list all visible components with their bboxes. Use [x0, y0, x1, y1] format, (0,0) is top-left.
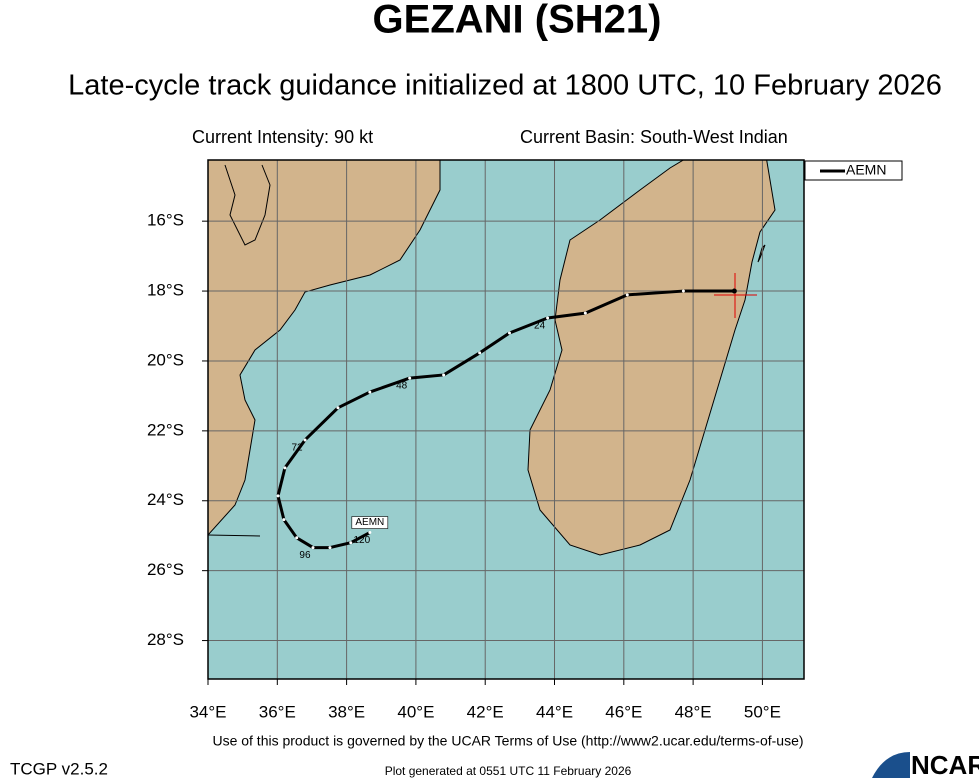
- track-point: [546, 316, 550, 320]
- x-tick-label: 50°E: [744, 702, 781, 721]
- crosshair: [714, 273, 757, 318]
- track-point: [442, 373, 446, 377]
- track-point: [349, 541, 353, 545]
- track-point: [731, 288, 737, 294]
- basin: Current Basin: South-West Indian: [520, 127, 788, 147]
- hour-label: 48: [396, 381, 408, 392]
- legend-label: AEMN: [846, 162, 886, 178]
- subtitle: Late-cycle track guidance initialized at…: [68, 70, 942, 102]
- hour-label: 120: [353, 535, 370, 546]
- map-frame: [207, 159, 805, 680]
- x-tick-label: 36°E: [259, 702, 296, 721]
- track-point: [276, 494, 280, 498]
- track-tag-box: [351, 516, 389, 529]
- track-point: [311, 546, 315, 550]
- y-tick-label: 26°S: [147, 560, 184, 579]
- generated: Plot generated at 0551 UTC 11 February 2…: [385, 764, 632, 778]
- track-point: [583, 311, 587, 315]
- track-point: [295, 536, 299, 540]
- track-point: [507, 331, 511, 335]
- legend-box: [804, 160, 903, 181]
- track-point: [478, 351, 482, 355]
- x-tick-label: 40°E: [397, 702, 434, 721]
- track-point: [282, 518, 286, 522]
- intensity: Current Intensity: 90 kt: [192, 127, 373, 147]
- logo-mark: [872, 752, 910, 778]
- logo: NCAR: [911, 750, 979, 780]
- track-point: [368, 531, 372, 535]
- track-point: [283, 466, 287, 470]
- y-tick-label: 18°S: [147, 281, 184, 300]
- track-line: [276, 289, 735, 550]
- hour-label: 24: [534, 321, 546, 332]
- track-point: [625, 293, 629, 297]
- x-tick-label: 38°E: [328, 702, 365, 721]
- track-point: [408, 376, 412, 380]
- track-tag: AEMN: [355, 517, 384, 528]
- y-tick-label: 16°S: [147, 211, 184, 230]
- version: TCGP v2.5.2: [10, 759, 108, 778]
- track-point: [336, 406, 340, 410]
- x-tick-label: 48°E: [675, 702, 712, 721]
- terms: Use of this product is governed by the U…: [212, 733, 803, 749]
- x-tick-label: 46°E: [605, 702, 642, 721]
- track-point: [681, 289, 685, 293]
- x-tick-label: 34°E: [189, 702, 226, 721]
- track-point: [328, 546, 332, 550]
- hour-label: 96: [299, 550, 311, 561]
- y-tick-label: 24°S: [147, 490, 184, 509]
- y-tick-label: 20°S: [147, 350, 184, 369]
- track-point: [303, 438, 307, 442]
- track-point: [368, 390, 372, 394]
- x-tick-label: 42°E: [467, 702, 504, 721]
- x-tick-label: 44°E: [536, 702, 573, 721]
- title: GEZANI (SH21): [373, 0, 662, 42]
- y-tick-label: 28°S: [147, 630, 184, 649]
- y-tick-label: 22°S: [147, 420, 184, 439]
- hour-label: 72: [291, 443, 303, 454]
